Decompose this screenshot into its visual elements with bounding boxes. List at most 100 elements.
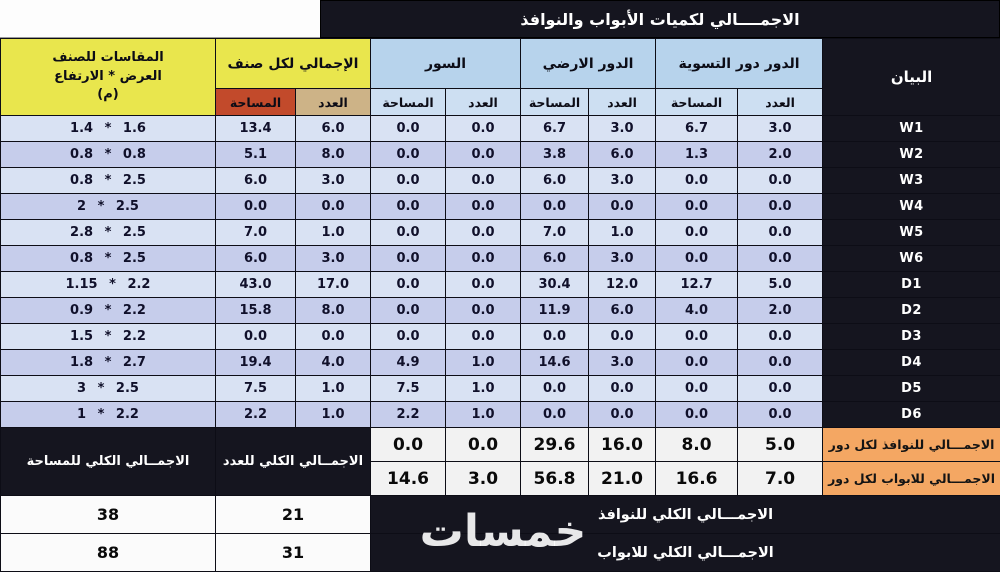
table-row: W4 0.0 0.0 0.0 0.0 0.0 0.0 0.0 0.0 2 * 2.5: [0, 193, 1000, 220]
cell-ground-area: 3.8: [520, 141, 590, 168]
cell-dims: 0.8 * 0.8: [0, 141, 216, 168]
cell-basement-area: 0.0: [655, 323, 739, 350]
grand-doors-area: 88: [0, 533, 216, 572]
cell-basement-count: 0.0: [737, 245, 824, 272]
title-spacer: [0, 0, 320, 38]
cell-ground-area: 6.0: [520, 245, 590, 272]
table-row: D3 0.0 0.0 0.0 0.0 0.0 0.0 0.0 0.0 1.5 * 2.2: [0, 323, 1000, 350]
grand-doors-label: الاجمـــالي الكلي للابواب: [369, 533, 1000, 572]
table-row: D4 0.0 0.0 3.0 14.6 1.0 4.9 4.0 19.4 1.8 * 2.7: [0, 349, 1000, 376]
cell-dims: 3 * 2.5: [0, 375, 216, 402]
table-row: W6 0.0 0.0 3.0 6.0 0.0 0.0 3.0 6.0 0.8 * 2.5: [0, 245, 1000, 272]
cell-basement-count: 0.0: [737, 193, 824, 220]
cell-total-area: 7.0: [215, 219, 296, 246]
summary-windows-fence-count: 0.0: [445, 427, 522, 462]
cell-fence-count: 0.0: [445, 193, 522, 220]
dims-line-1: المقاسات للصنف: [52, 49, 164, 65]
cell-name: D3: [822, 323, 1000, 350]
cell-total-count: 1.0: [295, 401, 371, 428]
header-total-count: العدد: [295, 88, 371, 116]
cell-fence-area: 0.0: [369, 167, 447, 194]
header-basement-count: العدد: [737, 88, 824, 116]
summary-doors-basement-count: 7.0: [737, 461, 824, 496]
cell-fence-count: 0.0: [445, 167, 522, 194]
cell-fence-area: 0.0: [369, 323, 447, 350]
cell-basement-area: 1.3: [655, 141, 739, 168]
cell-ground-count: 0.0: [588, 193, 657, 220]
cell-ground-count: 3.0: [588, 115, 657, 142]
cell-total-area: 6.0: [215, 245, 296, 272]
cell-total-count: 4.0: [295, 349, 371, 376]
table-row: D1 5.0 12.7 12.0 30.4 0.0 0.0 17.0 43.0 1.15 * 2.…: [0, 271, 1000, 298]
cell-fence-area: 0.0: [369, 297, 447, 324]
cell-name: D2: [822, 297, 1000, 324]
table-row: D5 0.0 0.0 0.0 0.0 1.0 7.5 1.0 7.5 3 * 2.5: [0, 375, 1000, 402]
cell-basement-area: 0.0: [655, 375, 739, 402]
header-fence-count: العدد: [445, 88, 522, 116]
cell-dims: 0.8 * 2.5: [0, 167, 216, 194]
cell-total-area: 19.4: [215, 349, 296, 376]
cell-fence-count: 0.0: [445, 219, 522, 246]
table-title: الاجمــــالي لكميات الأبواب والنوافذ: [320, 0, 1000, 38]
cell-fence-count: 0.0: [445, 323, 522, 350]
cell-fence-area: 0.0: [369, 219, 447, 246]
cell-total-count: 8.0: [295, 297, 371, 324]
cell-ground-area: 6.7: [520, 115, 590, 142]
cell-total-count: 3.0: [295, 167, 371, 194]
summary-windows-label: الاجمـــالي للنوافذ لكل دور: [822, 427, 1000, 462]
cell-total-count: 3.0: [295, 245, 371, 272]
table-row: W2 2.0 1.3 6.0 3.8 0.0 0.0 8.0 5.1 0.8 * 0.8: [0, 141, 1000, 168]
cell-fence-count: 1.0: [445, 401, 522, 428]
cell-ground-area: 0.0: [520, 323, 590, 350]
cell-basement-area: 6.7: [655, 115, 739, 142]
cell-total-count: 0.0: [295, 193, 371, 220]
cell-name: W1: [822, 115, 1000, 142]
cell-basement-area: 0.0: [655, 349, 739, 376]
cell-dims: 2.8 * 2.5: [0, 219, 216, 246]
cell-name: W6: [822, 245, 1000, 272]
cell-ground-area: 11.9: [520, 297, 590, 324]
header-total-per-type: الإجمالي لكل صنف: [215, 38, 371, 89]
dims-line-2: العرض * الارتفاع: [54, 68, 162, 84]
cell-fence-area: 0.0: [369, 115, 447, 142]
cell-ground-count: 3.0: [588, 349, 657, 376]
summary-doors-row: الاجمـــالي للابواب لكل دور 7.0 16.6 21.…: [1, 461, 1000, 496]
cell-fence-area: 0.0: [369, 193, 447, 220]
table-header: البيان الدور دور التسوية الدور الارضي ال…: [0, 38, 1000, 116]
cell-fence-count: 0.0: [445, 271, 522, 298]
cell-name: D6: [822, 401, 1000, 428]
cell-ground-area: 6.0: [520, 167, 590, 194]
cell-fence-count: 1.0: [445, 349, 522, 376]
cell-total-count: 8.0: [295, 141, 371, 168]
cell-basement-count: 0.0: [737, 401, 824, 428]
summary-doors-fence-count: 3.0: [445, 461, 522, 496]
cell-basement-count: 0.0: [737, 219, 824, 246]
table-row: D2 2.0 4.0 6.0 11.9 0.0 0.0 8.0 15.8 0.9 * 2.2: [0, 297, 1000, 324]
cell-fence-area: 4.9: [369, 349, 447, 376]
cell-basement-count: 5.0: [737, 271, 824, 298]
header-bayan: البيان: [822, 38, 1000, 116]
header-fence-area: المساحة: [369, 88, 447, 116]
cell-dims: 2 * 2.5: [0, 193, 216, 220]
header-group-ground: الدور الارضي: [520, 38, 657, 89]
cell-basement-count: 3.0: [737, 115, 824, 142]
cell-name: D5: [822, 375, 1000, 402]
cell-basement-area: 0.0: [655, 167, 739, 194]
cell-total-area: 7.5: [215, 375, 296, 402]
cell-total-area: 5.1: [215, 141, 296, 168]
header-basement-area: المساحة: [655, 88, 739, 116]
cell-name: W4: [822, 193, 1000, 220]
cell-total-count: 1.0: [295, 219, 371, 246]
cell-ground-count: 6.0: [588, 141, 657, 168]
grand-doors-count: 31: [215, 533, 371, 572]
summary-windows-ground-count: 16.0: [588, 427, 657, 462]
cell-ground-count: 1.0: [588, 219, 657, 246]
grand-windows-count: 21: [215, 495, 371, 534]
summary-section: الاجمـــالي للنوافذ لكل دور 5.0 8.0 16.0…: [0, 427, 1000, 572]
cell-total-area: 0.0: [215, 323, 296, 350]
summary-windows-basement-count: 5.0: [737, 427, 824, 462]
cell-name: W5: [822, 219, 1000, 246]
cell-total-area: 0.0: [215, 193, 296, 220]
summary-windows-ground-area: 29.6: [520, 427, 590, 462]
cell-basement-area: 0.0: [655, 219, 739, 246]
